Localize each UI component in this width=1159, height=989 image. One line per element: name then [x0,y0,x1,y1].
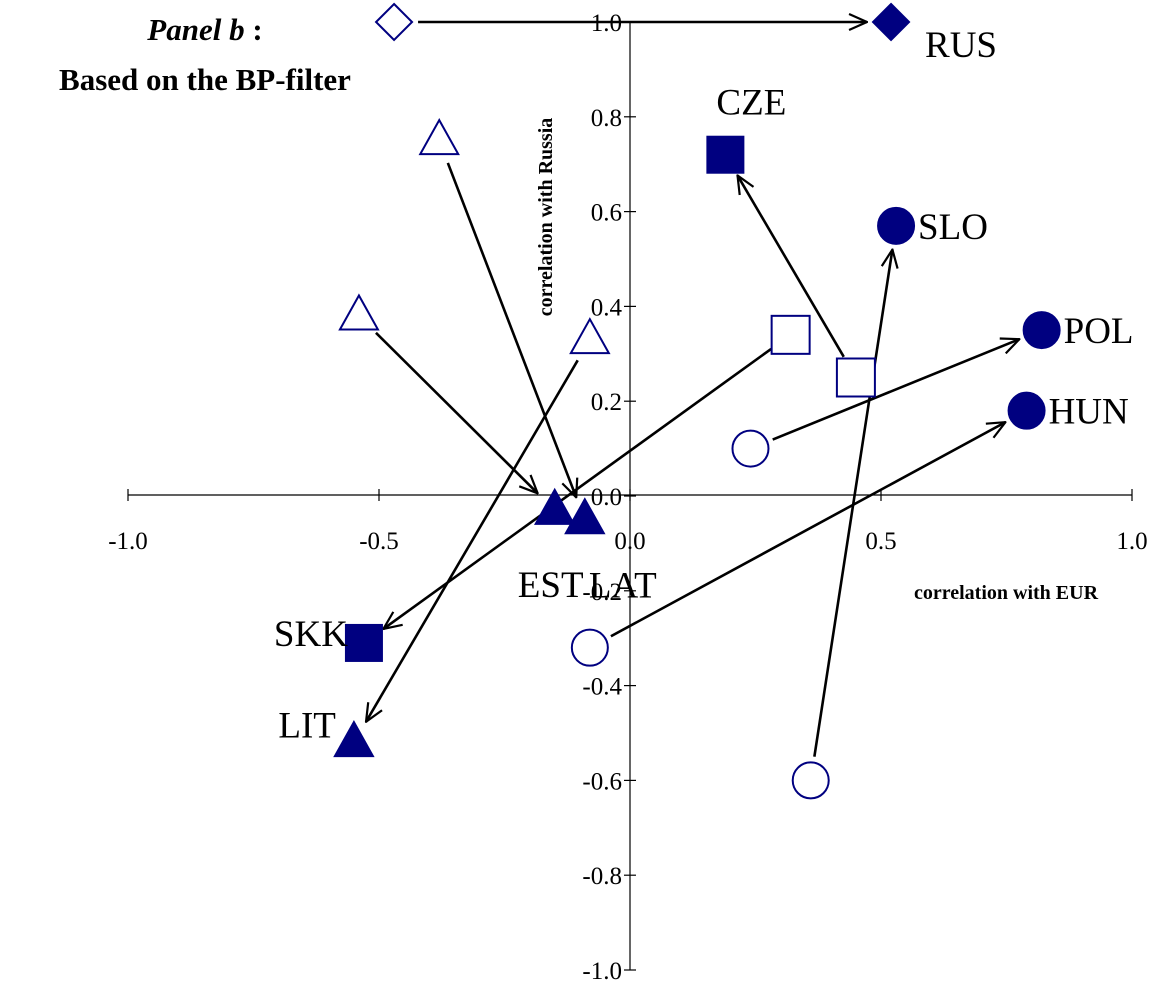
y-tick-label: 0.8 [591,105,622,132]
x-tick-label: -1.0 [108,528,148,555]
panel-subtitle: Based on the BP-filter [59,62,351,97]
arrow-lat [446,162,576,497]
y-tick-label: 0.6 [591,200,622,227]
panel-title-rest: : [245,12,263,47]
marker-filled-lat [564,497,606,535]
panel-title-italic: Panel b [146,12,244,47]
marker-filled-rus [871,2,911,42]
y-tick-label: 0.0 [591,484,622,511]
arrow-lit [366,359,579,721]
y-tick-label: -0.2 [582,579,622,606]
marker-filled-hun [1007,391,1046,430]
y-tick-label: -1.0 [582,958,622,985]
axes: -1.0 -0.5 0.0 0.5 1.0 -1.0 -0.8 -0.6 -0.4 -0.2 0.0… [108,10,1147,985]
y-tick-label: 0.2 [591,389,622,416]
y-tick-label: -0.8 [582,863,622,890]
y-tick-label: 0.4 [591,294,623,321]
arrows [366,22,1019,757]
marker-hollow-pol [731,429,770,468]
label-skk: SKK [274,614,348,655]
x-tick-label: 1.0 [1116,528,1147,555]
x-tick-label: 0.5 [865,528,896,555]
label-lat: LAT [589,566,657,607]
marker-hollow-skk [770,314,811,355]
marker-filled-skk [344,623,383,662]
marker-filled-slo [877,206,916,245]
y-tick-label: -0.4 [582,674,622,701]
arrow-hun [610,422,1006,638]
markers [333,2,1061,800]
x-axis-title: correlation with EUR [914,582,1099,604]
arrow-slo [813,250,892,757]
y-tick-label: 1.0 [591,10,622,37]
panel-title: Panel b : [146,12,262,47]
country-labels: RUS CZE SLO POL HUN SKK EST LAT LIT [274,25,1134,746]
marker-hollow-hun [570,628,609,667]
arrow-est [375,331,538,494]
marker-hollow-cze [835,357,876,398]
label-pol: POL [1064,311,1134,352]
marker-hollow-lat [418,118,460,156]
marker-hollow-est [338,293,380,331]
marker-filled-est [533,487,576,525]
label-lit: LIT [278,705,336,746]
marker-hollow-slo [791,761,830,800]
label-slo: SLO [918,207,988,248]
label-rus: RUS [925,25,997,66]
label-est: EST [518,565,584,606]
y-axis-title: correlation with Russia [535,118,557,317]
marker-filled-lit [333,720,375,758]
arrow-pol [772,339,1020,441]
marker-filled-cze [706,135,745,174]
x-tick-label: 0.0 [614,528,645,555]
x-tick-label: -0.5 [359,528,399,555]
y-tick-label: -0.6 [582,768,622,795]
label-hun: HUN [1049,392,1129,433]
arrow-cze [738,175,845,358]
marker-filled-pol [1022,311,1061,350]
marker-hollow-lit [569,317,611,355]
marker-hollow-rus [374,2,414,42]
label-cze: CZE [716,83,786,124]
